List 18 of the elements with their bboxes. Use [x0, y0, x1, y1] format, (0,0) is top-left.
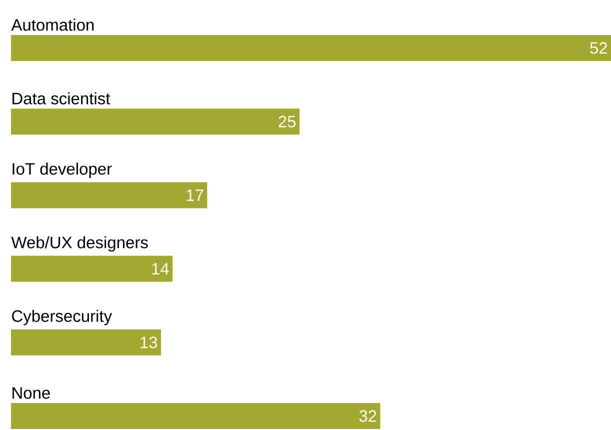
y-tick-label: IoT developer: [12, 162, 112, 178]
bar: [11, 108, 300, 135]
y-tick-label: None: [12, 387, 50, 399]
y-tick-label: Cybersecurity: [12, 310, 112, 326]
data-label: 25: [278, 116, 296, 128]
bar: [11, 182, 208, 208]
data-label: 52: [590, 42, 607, 54]
data-label: 17: [186, 190, 204, 201]
bar: [11, 403, 380, 430]
data-label: 14: [152, 263, 169, 274]
bar: [11, 329, 161, 356]
bar: [11, 34, 611, 61]
data-label: 32: [359, 410, 376, 422]
bar: [11, 256, 173, 282]
y-tick-label: Web/UX designers: [11, 236, 148, 252]
data-label: 13: [140, 336, 158, 348]
y-tick-label: Data scientist: [12, 92, 110, 104]
y-tick-label: Automation: [11, 18, 94, 31]
